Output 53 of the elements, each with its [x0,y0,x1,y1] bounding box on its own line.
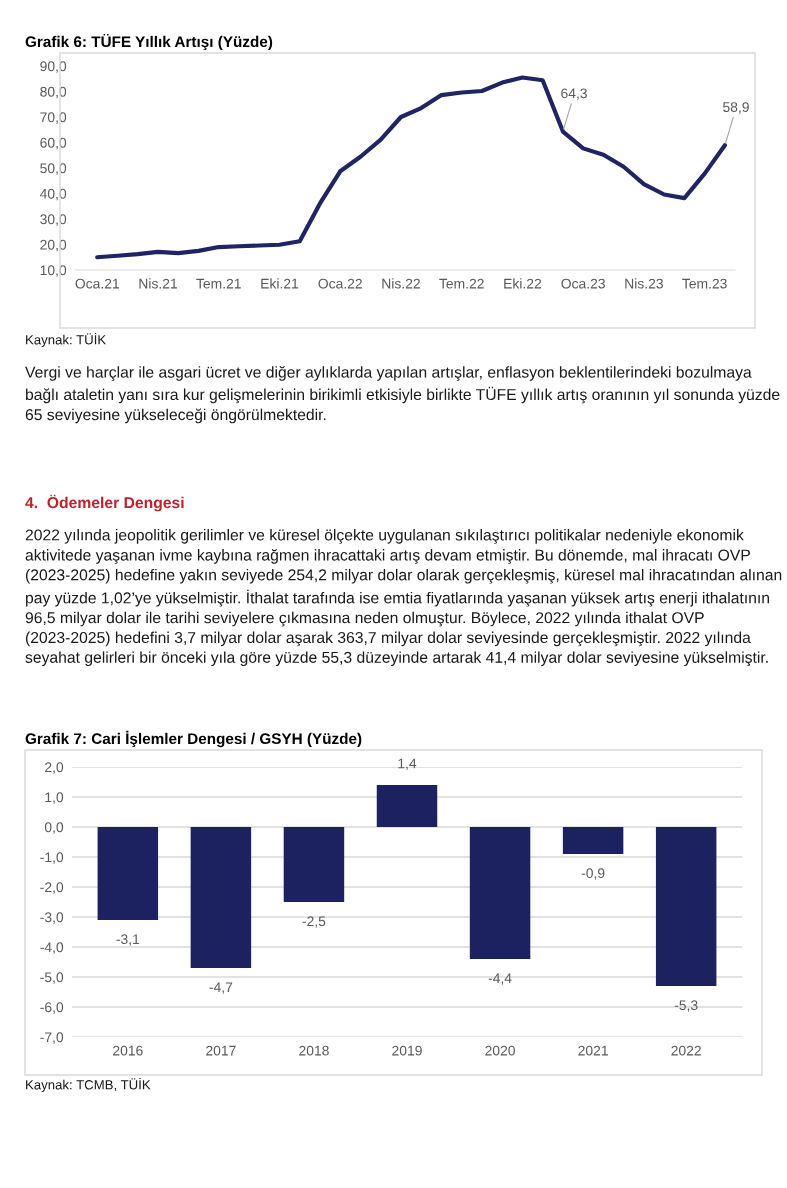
y-tick-label: 1,0 [45,792,64,804]
x-tick-label: 2020 [485,1045,515,1056]
x-tick-label: Eki.21 [261,278,299,289]
x-tick-label: 2017 [206,1045,236,1056]
y-tick-label: 30,0 [40,214,67,226]
y-tick-label: 50,0 [40,163,67,175]
x-tick-label: Nis.22 [382,278,420,289]
data-label: 64,3 [561,88,587,100]
x-tick-label: Eki.22 [504,278,542,289]
y-tick-label: 20,0 [40,239,67,252]
data-label: 58,9 [723,102,749,114]
y-tick-label: -3,0 [40,912,64,924]
y-tick-label: -6,0 [40,1002,64,1014]
y-tick-label: 60,0 [40,137,67,150]
data-label: -4,7 [209,982,233,994]
x-tick-label: 2019 [392,1045,422,1056]
data-label: -4,4 [488,973,512,985]
x-tick-label: 2021 [578,1045,608,1056]
text: Kaynak: TCMB, TÜİK [26,1077,151,1093]
y-tick-label: 90,0 [40,61,67,73]
y-tick-label: -7,0 [40,1032,64,1044]
data-label: -5,3 [674,1000,698,1012]
x-tick-label: 2016 [113,1045,143,1056]
x-tick-label: Nis.21 [139,278,178,289]
y-tick-label: 0,0 [44,822,64,834]
data-label: -3,1 [116,934,140,946]
chart-title: Grafik 7: Cari İşlemler Dengesi / GSYH (Yüzde) [25,730,362,748]
y-tick-label: 80,0 [40,86,67,99]
x-tick-label: Tem.21 [196,278,241,289]
y-tick-label: 2,0 [45,762,64,774]
y-tick-label: 10,0 [40,265,67,277]
text: Vergi ve harçlar ile asgari ücret ve diğer aylıklarda yapılan artışlar, enflasyon beklentilerindeki bozulmaya bağlı ataletin yanı sıra kur gelişmelerinin birikimli etkisiyle birlikte TÜFE yıllık artış oranının yıl sonunda yüzde 65 seviyesine yükseleceği öngörülmektedir. [25,366,780,424]
x-tick-label: Oca.22 [318,278,362,289]
x-tick-label: 2022 [671,1045,701,1056]
text: 4. Ödemeler Dengesi [25,494,184,512]
y-tick-label: -2,0 [40,882,64,894]
text: Kaynak: TÜİK [26,332,107,348]
chart-title: Grafik 6: TÜFE Yıllık Artışı (Yüzde) [25,33,273,51]
x-tick-label: Tem.23 [682,278,727,289]
x-tick-label: Oca.23 [561,278,605,289]
data-label: 1,4 [398,758,417,771]
y-tick-label: -1,0 [40,852,64,864]
y-tick-label: 40,0 [39,188,67,201]
x-tick-label: 2018 [299,1045,329,1056]
data-label: -0,9 [581,868,605,880]
data-label: -2,5 [302,916,326,928]
x-tick-label: Nis.23 [625,278,663,289]
x-tick-label: Oca.21 [75,278,119,289]
y-tick-label: 70,0 [40,112,67,124]
text: 2022 yılında jeopolitik gerilimler ve küresel ölçekte uygulanan sıkılaştırıcı politikalar nedeniyle ekonomik aktivitede yaşanan ivme kaybına rağmen ihracattaki artış devam etmiştir. Bu dönemde, mal ihracatı OVP (2023-2025) hedefine yakın seviyede 254,2 milyar dolar olarak gerçekleşmiş, küresel mal ihracatından alınan pay yüzde 1,02’ye yükselmiştir. İthalat tarafında ise emtia fiyatlarında yaşanan yüksek artış enerji ithalatının 96,5 milyar dolar ile tarihi seviyelere çıkmasına neden olmuştur. Böylece, 2022 yılında ithalat OVP (2023-2025) hedefini 3,7 milyar dolar aşarak 363,7 milyar dolar seviyesinde gerçekleşmiştir. 2022 yılında seyahat gelirleri bir önceki yıla göre yüzde 55,3 düzeyinde artarak 41,4 milyar dolar seviyesine yükselmiştir. [25,529,782,667]
y-tick-label: -4,0 [40,942,64,954]
y-tick-label: -5,0 [40,972,64,984]
x-tick-label: Tem.22 [439,278,484,289]
